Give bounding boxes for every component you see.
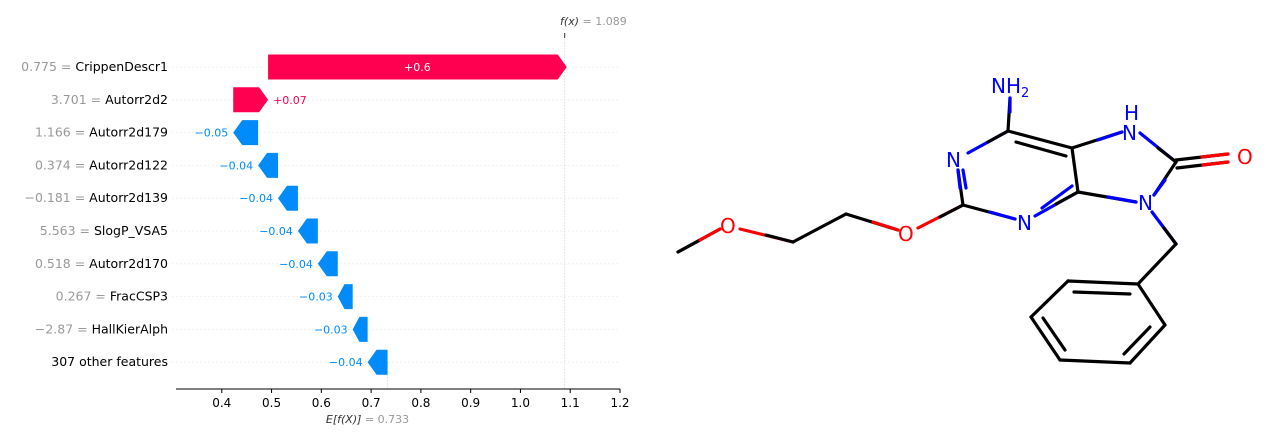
contribution-label: −0.03 — [314, 323, 348, 336]
feature-value: 0.267 = — [56, 289, 110, 304]
feature-label: 0.518 = Autorr2d170 — [35, 256, 168, 271]
contribution-bar — [352, 316, 368, 342]
contribution-label: −0.04 — [259, 225, 293, 238]
expected-value-equals: = — [365, 413, 378, 426]
feature-name: Autorr2d179 — [89, 125, 168, 140]
x-tick-label: 0.8 — [411, 396, 430, 410]
expected-value-name: E[f(X)] — [326, 413, 362, 426]
fx-label-value: 1.089 — [595, 15, 627, 28]
feature-name: Autorr2d2 — [105, 92, 168, 107]
contribution-label: −0.04 — [219, 159, 253, 172]
feature-label: 5.563 = SlogP_VSA5 — [40, 223, 168, 238]
atom-o-methoxy: O — [720, 214, 736, 238]
feature-label: 3.701 = Autorr2d2 — [51, 92, 168, 107]
feature-name: FracCSP3 — [110, 289, 168, 304]
bond-c-c-chain — [791, 212, 848, 244]
contribution-bar — [317, 251, 338, 277]
feature-label: 0.374 = Autorr2d122 — [35, 157, 168, 172]
molecule-atom-labels: NH2 N N H N N O O O — [720, 74, 1253, 246]
contribution-bar — [258, 152, 279, 178]
feature-value: −0.181 = — [24, 190, 89, 205]
feature-value: 1.166 = — [35, 125, 89, 140]
contribution-bar — [278, 185, 298, 211]
atom-h: H — [1124, 101, 1139, 125]
row-gridlines — [172, 66, 620, 363]
fx-label-name: f(x) — [560, 15, 579, 28]
feature-value: 0.775 = — [21, 59, 75, 74]
feature-name: Autorr2d170 — [89, 256, 168, 271]
feature-label: 0.775 = CrippenDescr1 — [21, 59, 168, 74]
atom-n-imidazole-1: N — [1122, 121, 1137, 145]
contribution-bar — [367, 349, 388, 375]
feature-name: HallKierAlph — [92, 321, 168, 336]
feature-name: 307 other features — [51, 354, 168, 369]
molecule-structure: NH2 N N H N N O O O — [676, 74, 1253, 365]
expected-value-label: E[f(X)] = 0.733 — [326, 413, 409, 426]
feature-label: 1.166 = Autorr2d179 — [35, 125, 168, 140]
feature-name: Autorr2d122 — [89, 157, 168, 172]
feature-name: SlogP_VSA5 — [94, 223, 168, 238]
contribution-bar — [297, 218, 318, 244]
x-tick-label: 0.9 — [461, 396, 480, 410]
contribution-label: +0.6 — [404, 61, 431, 74]
contribution-bars — [233, 54, 567, 375]
feature-value: 0.374 = — [35, 157, 89, 172]
contribution-label: −0.05 — [195, 127, 229, 140]
contribution-label: −0.04 — [329, 356, 363, 369]
molecule-bonds — [676, 96, 1230, 365]
x-tick-label: 0.5 — [262, 396, 281, 410]
contribution-bar — [268, 54, 567, 80]
x-tick-label: 1.0 — [511, 396, 530, 410]
feature-value: −2.87 = — [35, 321, 92, 336]
fx-label-equals: = — [583, 15, 596, 28]
x-tick-label: 0.7 — [362, 396, 381, 410]
feature-value: 0.518 = — [35, 256, 89, 271]
feature-name: CrippenDescr1 — [75, 59, 168, 74]
contribution-label: −0.04 — [279, 258, 313, 271]
x-tick-label: 0.4 — [212, 396, 231, 410]
feature-label: −2.87 = HallKierAlph — [35, 321, 168, 336]
shap-waterfall-chart: +0.6 0.775 = CrippenDescr1 +0.07 3.701 = Au… — [21, 15, 630, 426]
x-tick-label: 1.1 — [561, 396, 580, 410]
feature-label: 0.267 = FracCSP3 — [56, 289, 168, 304]
atom-o-ether: O — [898, 222, 914, 246]
atom-nh2: NH2 — [991, 74, 1029, 101]
contribution-bar — [233, 87, 269, 113]
contribution-bar — [233, 120, 259, 146]
contribution-label: −0.03 — [299, 291, 333, 304]
feature-value: 5.563 = — [40, 223, 94, 238]
atom-n-pyrimidine-1: N — [946, 148, 961, 172]
x-tick-label: 1.2 — [610, 396, 629, 410]
feature-name: Autorr2d139 — [89, 190, 168, 205]
feature-label: −0.181 = Autorr2d139 — [24, 190, 168, 205]
contribution-bar — [337, 284, 353, 310]
contribution-label: +0.07 — [273, 94, 307, 107]
contribution-label: −0.04 — [239, 192, 273, 205]
expected-value-value: 0.733 — [378, 413, 410, 426]
x-axis: 0.4 0.5 0.6 0.7 0.8 0.9 1.0 1.1 1.2 — [176, 388, 630, 410]
atom-n-pyrimidine-2: N — [1017, 211, 1032, 235]
feature-label: 307 other features — [51, 354, 168, 369]
feature-labels: +0.6 0.775 = CrippenDescr1 +0.07 3.701 = Au… — [21, 59, 431, 369]
atom-n-imidazole-2: N — [1138, 191, 1153, 215]
x-tick-label: 0.6 — [312, 396, 331, 410]
reference-lines — [387, 33, 566, 389]
feature-value: 3.701 = — [51, 92, 105, 107]
atom-o-carbonyl: O — [1237, 145, 1253, 169]
fx-label: f(x) = 1.089 — [560, 15, 627, 28]
